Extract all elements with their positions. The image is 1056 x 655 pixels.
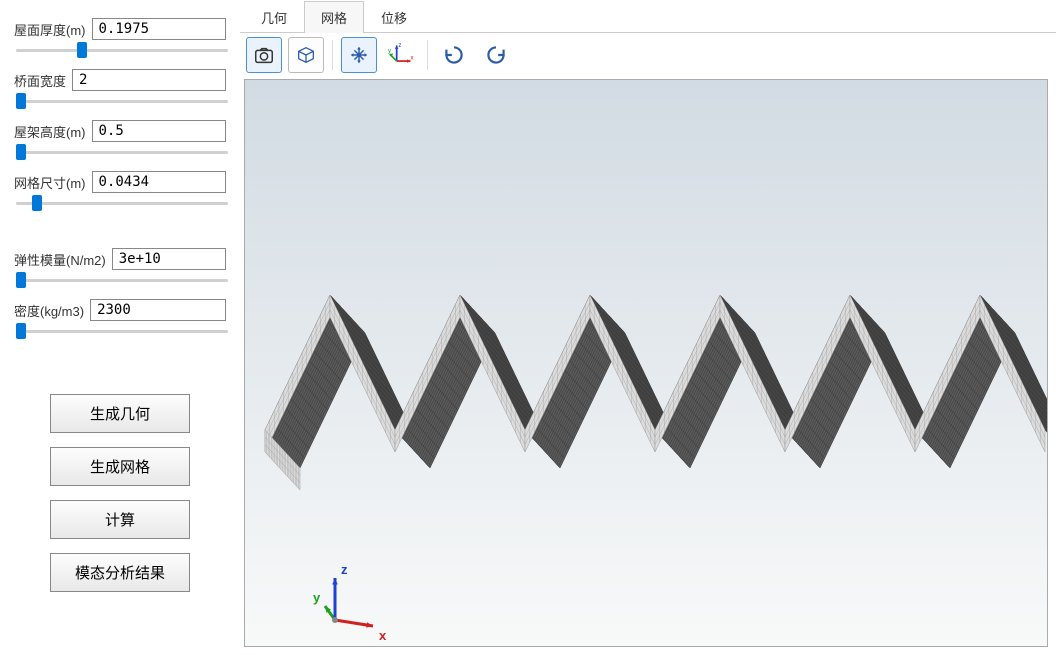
fit-view-button[interactable] [341,37,377,73]
param-slider-0[interactable] [16,42,228,58]
svg-text:x: x [379,628,387,643]
generate-mesh-button[interactable]: 生成网格 [50,447,190,486]
param-input-3[interactable] [92,171,227,193]
param-label: 桥面宽度 [14,71,66,90]
param-slider-2[interactable] [16,144,228,160]
param-input-2[interactable] [92,120,227,142]
param-row-5: 密度(kg/m3) [14,299,226,321]
3d-viewport[interactable]: x y z [244,79,1048,647]
tab-2[interactable]: 位移 [364,1,424,33]
param-input-0[interactable] [92,18,227,40]
parameter-sidebar: 屋面厚度(m) 桥面宽度屋架高度(m) 网格尺寸(m) 弹性模量(N/m2) 密度(kg… [0,0,240,655]
svg-text:y: y [388,48,392,54]
camera-icon [253,44,275,66]
view-tabs: 几何网格位移 [240,0,1056,33]
modal-results-button[interactable]: 模态分析结果 [50,553,190,592]
rotate-right-icon [483,42,509,68]
rotate-left-button[interactable] [436,37,472,73]
rotate-left-icon [441,42,467,68]
param-slider-1[interactable] [16,93,228,109]
param-input-4[interactable] [112,248,226,270]
view-toolbar: x z y [240,33,1056,77]
action-buttons: 生成几何 生成网格 计算 模态分析结果 [14,394,226,592]
iso-view-button[interactable] [288,37,324,73]
param-row-4: 弹性模量(N/m2) [14,248,226,270]
param-row-3: 网格尺寸(m) [14,171,226,193]
param-row-0: 屋面厚度(m) [14,18,226,40]
param-label: 网格尺寸(m) [14,173,86,192]
axes-icon: x z y [388,42,414,68]
cube-icon [295,44,317,66]
svg-text:x: x [411,55,414,61]
param-slider-5[interactable] [16,323,228,339]
param-input-5[interactable] [90,299,226,321]
param-label: 屋面厚度(m) [14,20,86,39]
svg-text:z: z [398,43,401,49]
param-slider-4[interactable] [16,272,228,288]
screenshot-button[interactable] [246,37,282,73]
rotate-right-button[interactable] [478,37,514,73]
param-row-1: 桥面宽度 [14,69,226,91]
expand-icon [348,44,370,66]
param-row-2: 屋架高度(m) [14,120,226,142]
axes-toggle-button[interactable]: x z y [383,37,419,73]
param-input-1[interactable] [72,69,226,91]
param-label: 弹性模量(N/m2) [14,250,106,269]
tab-0[interactable]: 几何 [244,1,304,33]
svg-text:z: z [341,562,348,577]
svg-text:y: y [313,590,321,605]
param-label: 密度(kg/m3) [14,301,84,320]
compute-button[interactable]: 计算 [50,500,190,539]
param-label: 屋架高度(m) [14,122,86,141]
tab-1[interactable]: 网格 [304,1,364,33]
generate-geometry-button[interactable]: 生成几何 [50,394,190,433]
param-slider-3[interactable] [16,195,228,211]
